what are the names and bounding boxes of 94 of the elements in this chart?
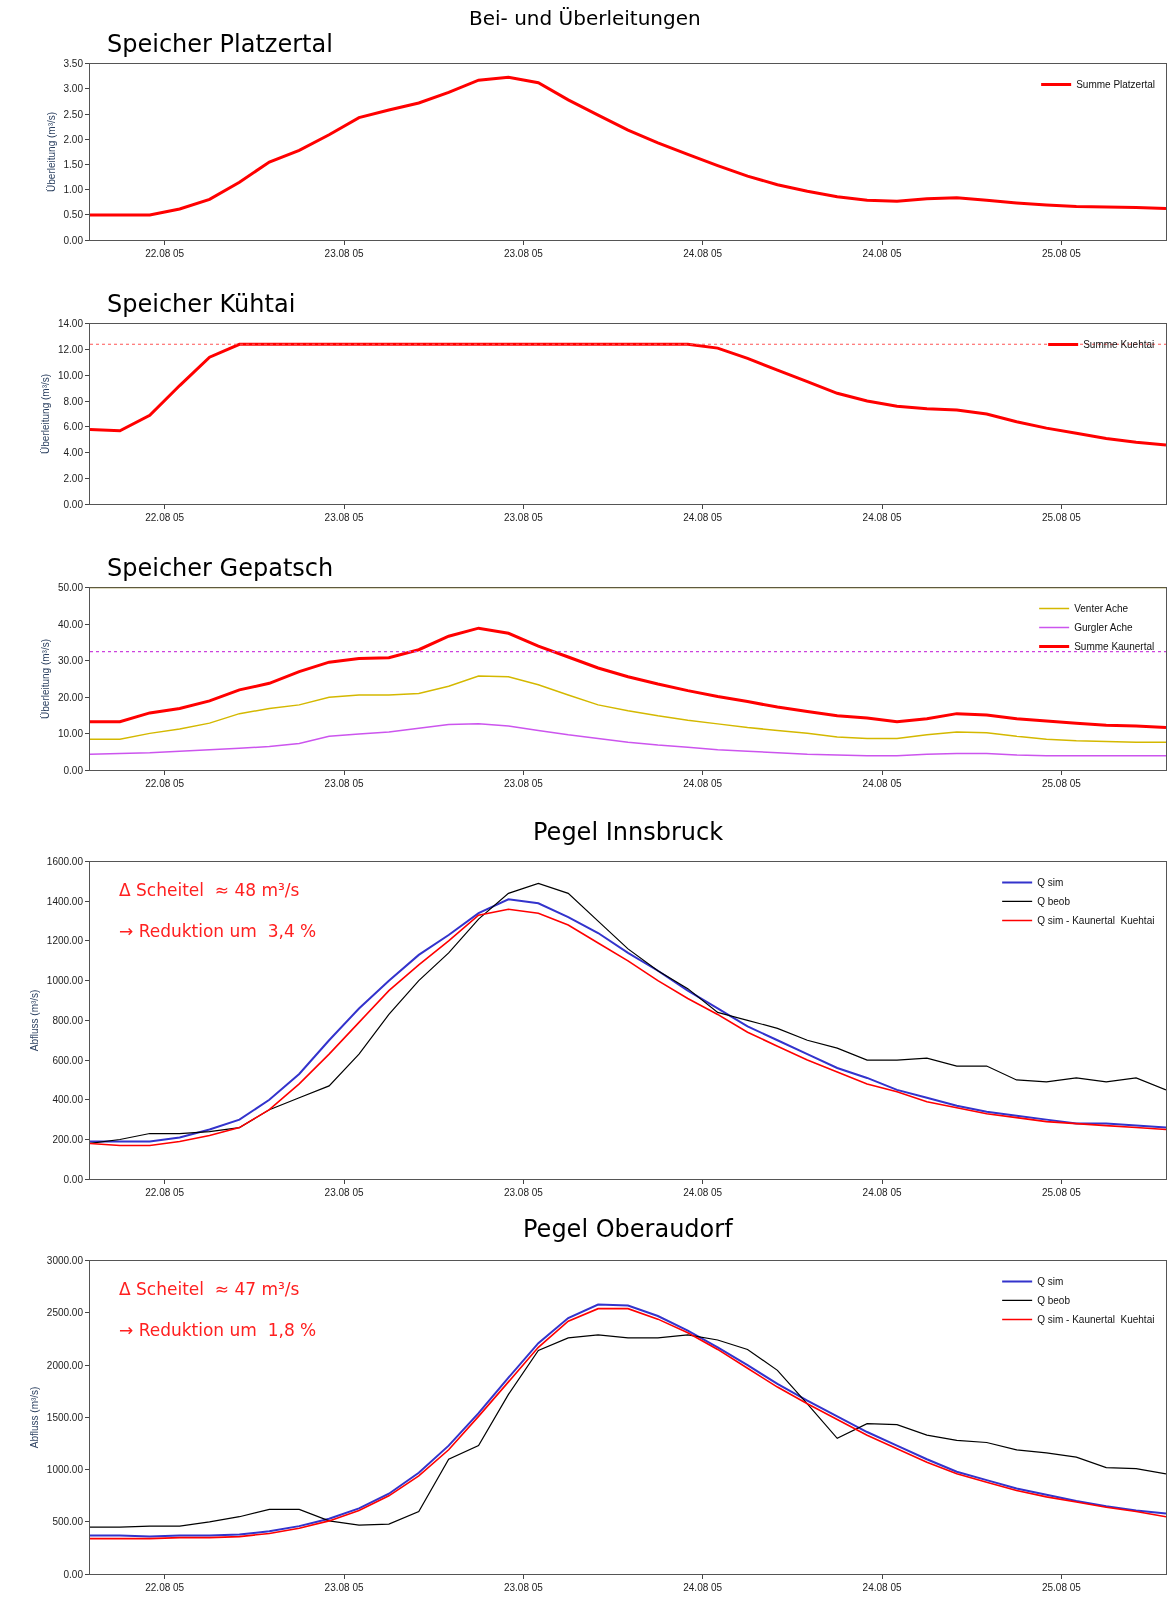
y-tick-label: 3.00 [63,83,84,95]
y-tick-label: 50.00 [57,582,84,594]
chart-title: Speicher Gepatsch [107,554,334,582]
annotation: → Reduktion um 3,4 % [119,921,317,941]
y-tick-label: 1.00 [63,184,84,196]
x-tick-label: 24.08 05 [683,778,723,790]
legend-label: Q sim [1037,1276,1064,1288]
y-tick-label: 3000.00 [46,1255,84,1267]
x-tick-label: 23.08 05 [324,778,364,790]
x-tick-label: 23.08 05 [503,778,544,790]
x-tick-label: 24.08 05 [683,1582,723,1594]
text: Bei- und Überleitungen [469,6,701,30]
y-tick-label: 2.00 [63,472,84,484]
legend-label: Q sim - Kaunertal Kuehtai [1037,1314,1155,1326]
x-tick-label: 23.08 05 [503,248,544,260]
x-tick-label: 25.08 05 [1041,778,1082,790]
x-tick-label: 22.08 05 [145,1582,185,1594]
x-tick-label: 22.08 05 [145,512,185,524]
y-tick-label: 40.00 [57,618,84,630]
y-tick-label: 0.00 [63,234,84,246]
x-tick-label: 23.08 05 [503,1187,544,1199]
y-tick-label: 1000.00 [46,1464,84,1476]
x-tick-label: 24.08 05 [683,248,723,260]
chart-title: Pegel Innsbruck [533,818,724,846]
x-tick-label: 22.08 05 [145,778,185,790]
x-tick-label: 25.08 05 [1041,512,1082,524]
y-tick-label: 500.00 [52,1516,84,1528]
y-tick-label: 30.00 [57,655,84,667]
x-tick-label: 23.08 05 [324,1187,364,1199]
y-tick-label: 200.00 [52,1133,84,1145]
x-tick-label: 25.08 05 [1041,1187,1082,1199]
y-tick-label: 10.00 [57,369,84,381]
x-tick-label: 24.08 05 [862,1187,902,1199]
y-tick-label: 12.00 [57,343,84,355]
y-tick-label: 2500.00 [46,1307,84,1319]
y-tick-label: 600.00 [52,1054,84,1066]
x-tick-label: 22.08 05 [145,1187,185,1199]
x-tick-label: 24.08 05 [683,1187,723,1199]
y-tick-label: 0.00 [63,764,84,776]
legend-label: Summe Platzertal [1076,79,1156,91]
x-tick-label: 24.08 05 [862,1582,902,1594]
x-tick-label: 25.08 05 [1041,1582,1082,1594]
x-tick-label: 24.08 05 [862,778,902,790]
y-tick-label: 0.50 [63,209,84,221]
y-tick-label: 8.00 [63,395,84,407]
annotation: Δ Scheitel ≈ 48 m³/s [119,880,300,900]
y-tick-label: 1400.00 [46,895,84,907]
y-tick-label: 1200.00 [46,935,84,947]
y-tick-label: 2.00 [63,133,84,145]
y-tick-label: 0.00 [63,498,84,510]
legend-label: Q beob [1037,896,1071,908]
y-tick-label: 20.00 [57,691,84,703]
x-tick-label: 25.08 05 [1041,248,1082,260]
y-tick-label: 1000.00 [46,975,84,987]
x-tick-label: 22.08 05 [145,248,185,260]
y-tick-label: 3.50 [63,58,84,70]
y-tick-label: 0.00 [63,1568,84,1580]
y-tick-label: 14.00 [57,318,84,330]
legend-label: Q beob [1037,1295,1071,1307]
legend-label: Q sim [1037,877,1064,889]
y-tick-label: 400.00 [52,1094,84,1106]
legend-label: Gurgler Ache [1074,622,1133,634]
x-tick-label: 24.08 05 [683,512,723,524]
y-tick-label: 2000.00 [46,1359,84,1371]
legend-label: Venter Ache [1074,603,1129,615]
y-axis-title: Abfluss (m³/s) [28,989,40,1052]
x-tick-label: 23.08 05 [324,512,364,524]
x-tick-label: 23.08 05 [503,1582,544,1594]
y-tick-label: 10.00 [57,728,84,740]
x-tick-label: 23.08 05 [503,512,544,524]
y-tick-label: 800.00 [52,1014,84,1026]
x-tick-label: 23.08 05 [324,248,364,260]
legend-label: Summe Kuehtai [1083,339,1155,351]
chart-title: Pegel Oberaudorf [523,1215,734,1243]
x-tick-label: 24.08 05 [862,512,902,524]
legend-label: Q sim - Kaunertal Kuehtai [1037,915,1155,927]
y-axis-title: Überleitung (m³/s) [45,111,57,192]
y-tick-label: 6.00 [63,421,84,433]
y-tick-label: 2.50 [63,108,84,120]
x-tick-label: 24.08 05 [862,248,902,260]
chart-title: Speicher Kühtai [107,290,296,318]
chart-title: Speicher Platzertal [107,30,333,58]
annotation: → Reduktion um 1,8 % [119,1320,317,1340]
y-axis-title: Überleitung (m³/s) [39,638,51,719]
y-tick-label: 0.00 [63,1173,84,1185]
annotation: Δ Scheitel ≈ 47 m³/s [119,1279,300,1299]
legend-label: Summe Kaunertal [1074,641,1155,653]
y-tick-label: 1600.00 [46,856,84,868]
y-axis-title: Abfluss (m³/s) [28,1386,40,1449]
y-tick-label: 4.00 [63,447,84,459]
y-axis-title: Überleitung (m³/s) [39,373,51,454]
y-tick-label: 1.50 [63,159,84,171]
x-tick-label: 23.08 05 [324,1582,364,1594]
y-tick-label: 1500.00 [46,1411,84,1423]
